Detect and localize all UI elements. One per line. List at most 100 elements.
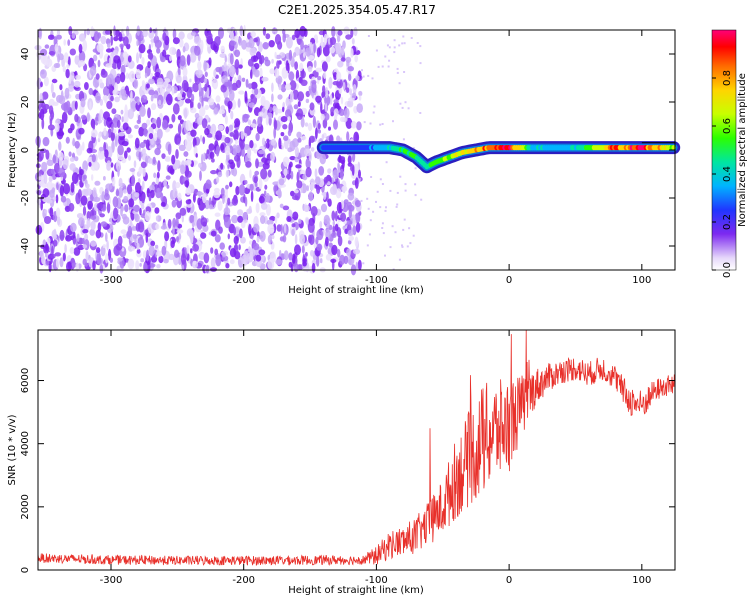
noise-blob <box>354 177 359 189</box>
noise-blob <box>282 106 285 113</box>
noise-blob <box>316 47 321 58</box>
noise-blob <box>135 68 141 80</box>
noise-blob <box>172 103 180 115</box>
noise-blob <box>238 184 246 196</box>
noise-blob <box>282 156 290 167</box>
noise-blob <box>336 135 341 143</box>
spectrogram-y-ticks: -40 -20 0 20 40 <box>20 48 675 254</box>
noise-blob <box>258 178 263 190</box>
noise-blob <box>40 48 48 57</box>
noise-blob <box>63 52 69 63</box>
noise-blob <box>90 215 97 220</box>
noise-blob <box>86 28 90 36</box>
noise-speckle <box>401 245 404 248</box>
noise-blob <box>206 87 210 99</box>
noise-blob <box>56 182 59 191</box>
noise-blob <box>55 194 59 204</box>
noise-blob <box>65 136 70 144</box>
noise-blob <box>229 89 235 101</box>
noise-blob <box>301 245 305 254</box>
noise-blob <box>310 147 315 152</box>
noise-blob <box>328 242 333 248</box>
noise-blob <box>127 134 133 139</box>
noise-blob <box>117 144 124 156</box>
x-tick-label: -300 <box>100 275 123 286</box>
noise-blob <box>222 252 226 258</box>
noise-blob <box>219 242 225 250</box>
noise-blob <box>120 207 123 217</box>
noise-blob <box>103 86 110 97</box>
noise-blob <box>202 136 206 145</box>
noise-blob <box>155 215 159 222</box>
noise-blob <box>253 176 258 184</box>
noise-blob <box>184 160 192 166</box>
noise-blob <box>136 242 140 250</box>
noise-blob <box>225 263 230 269</box>
noise-blob <box>131 174 136 187</box>
noise-blob <box>358 169 361 179</box>
noise-blob <box>308 234 315 246</box>
noise-blob <box>210 247 214 254</box>
noise-speckle <box>395 205 398 208</box>
figure-title: C2E1.2025.354.05.47.R17 <box>278 3 436 17</box>
noise-speckle <box>375 200 377 203</box>
noise-blob <box>258 150 266 155</box>
noise-blob <box>165 175 171 180</box>
noise-blob <box>225 184 229 190</box>
noise-blob <box>317 122 321 130</box>
noise-blob <box>121 116 124 123</box>
noise-speckle <box>409 242 412 245</box>
noise-blob <box>92 122 96 131</box>
noise-blob <box>50 253 56 259</box>
noise-blob <box>347 66 355 72</box>
noise-blob <box>138 151 142 162</box>
noise-blob <box>149 184 156 192</box>
noise-blob <box>71 32 76 39</box>
noise-blob <box>214 212 221 217</box>
y-tick-label: 4000 <box>20 431 31 456</box>
noise-blob <box>147 61 151 69</box>
noise-blob <box>49 189 55 198</box>
noise-blob <box>276 108 283 114</box>
noise-speckle <box>398 44 401 47</box>
noise-blob <box>258 111 264 117</box>
noise-blob <box>112 196 119 208</box>
noise-blob <box>331 231 337 238</box>
noise-blob <box>167 218 172 229</box>
noise-blob <box>229 65 235 78</box>
noise-blob <box>116 119 121 129</box>
noise-blob <box>241 254 249 266</box>
noise-blob <box>160 201 166 207</box>
noise-blob <box>98 146 104 152</box>
noise-blob <box>108 57 112 66</box>
noise-blob <box>112 49 119 56</box>
noise-blob <box>203 77 208 84</box>
noise-blob <box>217 124 224 131</box>
noise-blob <box>275 259 283 265</box>
noise-blob <box>55 62 61 68</box>
noise-blob <box>315 127 318 140</box>
noise-blob <box>333 99 339 104</box>
noise-speckle <box>402 35 405 38</box>
noise-blob <box>280 132 285 137</box>
noise-blob <box>62 65 66 73</box>
noise-blob <box>137 114 141 123</box>
noise-blob <box>162 81 169 89</box>
noise-blob <box>138 166 143 175</box>
noise-speckle <box>401 244 403 247</box>
x-tick-label: 0 <box>506 575 512 586</box>
noise-blob <box>155 187 162 199</box>
noise-blob <box>128 70 136 83</box>
noise-blob <box>135 182 141 194</box>
noise-blob <box>176 236 179 243</box>
noise-blob <box>231 197 239 206</box>
noise-blob <box>278 178 285 186</box>
noise-blob <box>180 164 186 175</box>
noise-blob <box>189 107 197 114</box>
noise-blob <box>40 81 43 88</box>
noise-blob <box>350 28 354 38</box>
noise-blob <box>55 258 60 268</box>
noise-blob <box>269 68 275 75</box>
noise-blob <box>136 248 141 254</box>
